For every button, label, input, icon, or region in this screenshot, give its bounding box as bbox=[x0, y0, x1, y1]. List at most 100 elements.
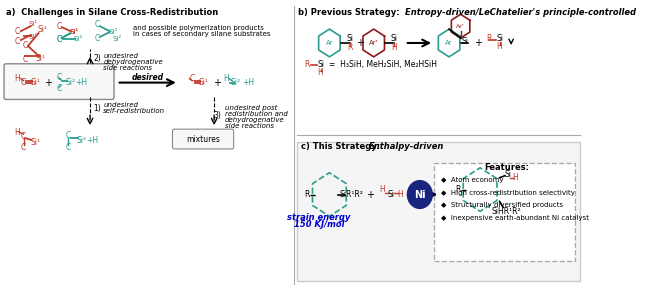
Text: Ni: Ni bbox=[414, 190, 426, 200]
Text: C: C bbox=[65, 130, 71, 139]
Text: Ar: Ar bbox=[325, 40, 333, 46]
Text: H: H bbox=[15, 74, 20, 83]
Text: a)  Challenges in Silane Cross-Redistribution: a) Challenges in Silane Cross-Redistribu… bbox=[6, 8, 218, 17]
Text: dehydrogenative: dehydrogenative bbox=[104, 59, 163, 65]
Text: dehydrogenative: dehydrogenative bbox=[225, 117, 284, 123]
Text: R: R bbox=[486, 34, 492, 43]
Text: R: R bbox=[347, 44, 352, 52]
Text: Si¹: Si¹ bbox=[30, 137, 40, 146]
Text: C: C bbox=[56, 35, 61, 44]
Text: Si: Si bbox=[391, 34, 397, 43]
Text: 3): 3) bbox=[214, 111, 222, 120]
Text: +H: +H bbox=[86, 135, 99, 144]
Text: desired: desired bbox=[131, 73, 164, 82]
Text: C: C bbox=[15, 37, 20, 46]
Text: Si¹: Si¹ bbox=[29, 34, 38, 40]
Text: Si²: Si² bbox=[74, 36, 83, 42]
Text: Ar: Ar bbox=[446, 40, 453, 46]
Text: H: H bbox=[15, 128, 20, 137]
Text: Si²: Si² bbox=[113, 36, 122, 42]
Text: +: + bbox=[44, 78, 52, 88]
Text: ◆  Structurally diversified products: ◆ Structurally diversified products bbox=[441, 202, 563, 209]
Text: +: + bbox=[356, 38, 364, 48]
Text: C: C bbox=[21, 132, 26, 141]
Text: C: C bbox=[189, 74, 195, 83]
Text: in cases of secondary silane substrates: in cases of secondary silane substrates bbox=[133, 31, 270, 37]
Text: H: H bbox=[397, 190, 403, 199]
Text: undesired: undesired bbox=[104, 102, 139, 108]
Text: undesired post: undesired post bbox=[225, 105, 277, 111]
Text: Si: Si bbox=[317, 60, 324, 69]
Text: Ar': Ar' bbox=[456, 24, 465, 29]
Text: Si¹: Si¹ bbox=[199, 78, 209, 87]
Text: C: C bbox=[56, 84, 61, 93]
FancyBboxPatch shape bbox=[296, 142, 580, 281]
Text: c) This Strategy:: c) This Strategy: bbox=[301, 142, 383, 151]
Text: 150 KJ/mol: 150 KJ/mol bbox=[294, 220, 344, 229]
Text: C: C bbox=[94, 34, 100, 43]
Text: C: C bbox=[65, 144, 71, 153]
Text: +: + bbox=[213, 78, 221, 88]
Text: C: C bbox=[56, 22, 61, 31]
Text: Si¹: Si¹ bbox=[30, 78, 40, 87]
Text: R: R bbox=[455, 185, 461, 194]
Text: +H: +H bbox=[75, 78, 87, 87]
FancyBboxPatch shape bbox=[434, 163, 575, 261]
Text: =  H₃SiH, MeH₂SiH, Me₂HSiH: = H₃SiH, MeH₂SiH, Me₂HSiH bbox=[329, 60, 438, 69]
Text: strain energy: strain energy bbox=[287, 213, 350, 222]
Text: +: + bbox=[366, 190, 374, 200]
Text: H: H bbox=[391, 44, 397, 52]
Text: R: R bbox=[304, 60, 310, 69]
Text: side reactions: side reactions bbox=[225, 123, 274, 129]
Text: Ar': Ar' bbox=[369, 40, 378, 46]
Text: H: H bbox=[317, 68, 323, 77]
Text: 2): 2) bbox=[93, 54, 101, 63]
Text: +H: +H bbox=[242, 78, 254, 87]
Text: Si¹: Si¹ bbox=[36, 54, 46, 63]
Text: self-redistribution: self-redistribution bbox=[104, 108, 166, 114]
Text: C: C bbox=[56, 35, 61, 44]
Text: Entropy-driven/LeChatelier's principle-controlled: Entropy-driven/LeChatelier's principle-c… bbox=[405, 8, 636, 17]
Text: mixtures: mixtures bbox=[187, 135, 220, 144]
Text: C: C bbox=[56, 73, 61, 82]
Text: Si¹: Si¹ bbox=[69, 29, 79, 35]
Text: Si²: Si² bbox=[65, 78, 76, 87]
Text: H: H bbox=[513, 173, 519, 182]
Text: b) Previous Strategy:: b) Previous Strategy: bbox=[298, 8, 403, 17]
Text: Si¹: Si¹ bbox=[37, 25, 47, 34]
Text: ◆  High cross-redistribution selectivity: ◆ High cross-redistribution selectivity bbox=[441, 190, 575, 195]
Text: C: C bbox=[22, 41, 28, 50]
Text: Features:: Features: bbox=[484, 163, 529, 172]
FancyBboxPatch shape bbox=[172, 129, 234, 149]
Text: C: C bbox=[21, 144, 26, 153]
Text: Si²: Si² bbox=[76, 135, 86, 144]
FancyBboxPatch shape bbox=[4, 64, 114, 99]
Text: C: C bbox=[21, 78, 26, 87]
Text: H: H bbox=[379, 185, 385, 194]
Text: Si: Si bbox=[496, 34, 503, 43]
Text: Si²: Si² bbox=[108, 29, 117, 35]
Text: Si²: Si² bbox=[230, 78, 240, 87]
Text: Si: Si bbox=[346, 34, 353, 43]
Text: Si: Si bbox=[461, 37, 469, 46]
Circle shape bbox=[407, 181, 432, 209]
Text: +: + bbox=[475, 38, 482, 48]
Text: H: H bbox=[497, 42, 502, 51]
Text: 1): 1) bbox=[93, 104, 101, 113]
Text: redistribution and: redistribution and bbox=[225, 111, 288, 117]
Text: Si¹: Si¹ bbox=[29, 21, 38, 27]
Text: Si: Si bbox=[388, 190, 395, 199]
Text: Si: Si bbox=[505, 170, 512, 179]
Text: C: C bbox=[15, 27, 20, 36]
Text: ◆  Atom economy: ◆ Atom economy bbox=[441, 177, 504, 183]
Text: C: C bbox=[94, 20, 100, 29]
Text: SiHR¹R²: SiHR¹R² bbox=[492, 207, 521, 216]
Text: ◆  Inexpensive earth-abundant Ni catalyst: ◆ Inexpensive earth-abundant Ni catalyst bbox=[441, 215, 589, 221]
Text: H: H bbox=[224, 74, 230, 83]
Text: C: C bbox=[22, 55, 28, 64]
Text: Si¹: Si¹ bbox=[69, 29, 79, 35]
Text: Enthalpy-driven: Enthalpy-driven bbox=[370, 142, 445, 151]
Text: side reactions: side reactions bbox=[104, 65, 152, 71]
Text: SiR¹R²: SiR¹R² bbox=[340, 190, 364, 199]
Text: R: R bbox=[304, 190, 310, 199]
